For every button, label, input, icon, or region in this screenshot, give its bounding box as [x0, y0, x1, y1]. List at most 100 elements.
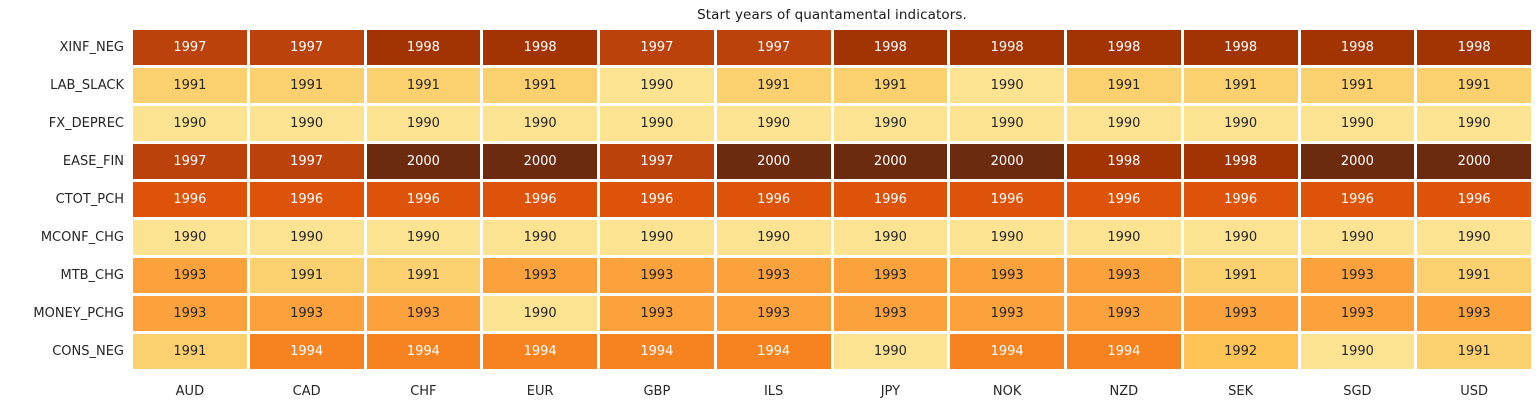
heatmap-cell: 1990 [366, 106, 481, 141]
x-tick-label: SGD [1343, 383, 1372, 399]
heatmap-cell: 1993 [716, 258, 831, 293]
heatmap-cell: 1996 [133, 182, 247, 217]
heatmap-cell: 1991 [483, 68, 597, 103]
heatmap-cell: 1996 [1183, 182, 1298, 217]
heatmap-cell: 1993 [950, 296, 1064, 331]
heatmap-cell: 1996 [716, 182, 831, 217]
heatmap-cell: 1998 [833, 30, 948, 65]
heatmap-cell: 1993 [1067, 296, 1181, 331]
heatmap-cell: 1996 [833, 182, 948, 217]
heatmap-cell: 1990 [483, 220, 597, 255]
heatmap-cell: 1993 [1183, 296, 1298, 331]
heatmap-cell: 1990 [716, 220, 831, 255]
x-tick-label: NZD [1109, 383, 1139, 399]
heatmap-cell: 1996 [950, 182, 1064, 217]
heatmap-cell: 1997 [133, 30, 247, 65]
x-tick-label: EUR [526, 383, 554, 399]
heatmap-cell: 1993 [600, 296, 714, 331]
y-tick-label: FX_DEPREC [48, 116, 124, 131]
x-tick-label: JPY [880, 383, 901, 399]
heatmap-cell: 1993 [1417, 296, 1531, 331]
heatmap-cell: 2000 [366, 144, 481, 179]
heatmap-cell: 1998 [1067, 30, 1181, 65]
heatmap-cell: 2000 [1300, 144, 1415, 179]
x-tick-label: AUD [175, 383, 205, 399]
y-tick-label: MONEY_PCHG [33, 306, 124, 321]
chart-title: Start years of quantamental indicators. [697, 7, 967, 23]
heatmap-cell: 1994 [716, 334, 831, 369]
y-tick-label: CONS_NEG [52, 344, 124, 359]
heatmap-cell: 1993 [133, 258, 247, 293]
heatmap-cell: 1994 [600, 334, 714, 369]
heatmap-cell: 1996 [600, 182, 714, 217]
heatmap-cell: 1997 [249, 30, 364, 65]
y-tick-label: LAB_SLACK [50, 78, 124, 93]
heatmap-cell: 1991 [366, 258, 481, 293]
heatmap-cell: 1996 [1067, 182, 1181, 217]
y-tick-label: MCONF_CHG [40, 230, 124, 245]
heatmap-grid: XINF_NEG 1997 1997 1998 1998 1997 1997 1998 1998… [0, 30, 1531, 369]
y-tick-label: EASE_FIN [62, 154, 124, 169]
heatmap-cell: 1990 [133, 106, 247, 141]
heatmap-cell: 1993 [1300, 296, 1415, 331]
heatmap-cell: 1993 [600, 258, 714, 293]
heatmap-cell: 1990 [950, 106, 1064, 141]
heatmap-cell: 1990 [1417, 106, 1531, 141]
heatmap-cell: 1998 [1183, 30, 1298, 65]
heatmap-cell: 1990 [1067, 220, 1181, 255]
heatmap-cell: 1993 [1300, 258, 1415, 293]
heatmap-cell: 1998 [1300, 30, 1415, 65]
heatmap-cell: 1993 [716, 296, 831, 331]
x-tick-label: CAD [292, 383, 321, 399]
heatmap-cell: 1998 [483, 30, 597, 65]
heatmap-cell: 1990 [249, 106, 364, 141]
heatmap-cell: 2000 [1417, 144, 1531, 179]
heatmap-cell: 1991 [716, 68, 831, 103]
heatmap-cell: 1994 [366, 334, 481, 369]
heatmap-cell: 1996 [366, 182, 481, 217]
heatmap-cell: 1991 [833, 68, 948, 103]
heatmap-cell: 1990 [600, 106, 714, 141]
heatmap-cell: 1991 [1417, 68, 1531, 103]
x-axis: AUD CAD CHF EUR GBP ILS JPY NOK NZD SEK SGD USD [0, 380, 1531, 402]
x-axis-spacer [0, 380, 130, 402]
heatmap-cell: 2000 [950, 144, 1064, 179]
heatmap-cell: 1990 [249, 220, 364, 255]
heatmap-cell: 1990 [1183, 106, 1298, 141]
heatmap-cell: 1990 [1417, 220, 1531, 255]
heatmap-cell: 1990 [1067, 106, 1181, 141]
heatmap-cell: 1990 [483, 106, 597, 141]
heatmap-cell: 1990 [950, 220, 1064, 255]
heatmap-cell: 1994 [249, 334, 364, 369]
heatmap-cell: 1998 [1183, 144, 1298, 179]
heatmap-cell: 1991 [133, 68, 247, 103]
heatmap-cell: 1993 [950, 258, 1064, 293]
heatmap-cell: 1996 [1300, 182, 1415, 217]
heatmap-cell: 1998 [1417, 30, 1531, 65]
heatmap-cell: 1990 [366, 220, 481, 255]
heatmap-cell: 1993 [483, 258, 597, 293]
heatmap-cell: 1992 [1183, 334, 1298, 369]
heatmap-cell: 1996 [1417, 182, 1531, 217]
heatmap-cell: 1997 [133, 144, 247, 179]
heatmap-cell: 1991 [249, 68, 364, 103]
heatmap-cell: 1990 [833, 334, 948, 369]
heatmap-cell: 1994 [1067, 334, 1181, 369]
heatmap-cell: 1991 [1300, 68, 1415, 103]
heatmap-cell: 1990 [600, 68, 714, 103]
heatmap-cell: 2000 [833, 144, 948, 179]
x-tick-label: NOK [992, 383, 1022, 399]
heatmap-cell: 1990 [1183, 220, 1298, 255]
heatmap-cell: 1991 [366, 68, 481, 103]
heatmap-cell: 1991 [1417, 334, 1531, 369]
heatmap-cell: 1996 [483, 182, 597, 217]
heatmap-cell: 1990 [483, 296, 597, 331]
heatmap-cell: 2000 [483, 144, 597, 179]
heatmap-cell: 1990 [1300, 334, 1415, 369]
heatmap-cell: 1997 [600, 30, 714, 65]
heatmap-cell: 1993 [833, 296, 948, 331]
x-tick-label: SEK [1228, 383, 1254, 399]
heatmap-cell: 1990 [716, 106, 831, 141]
heatmap-cell: 1991 [1417, 258, 1531, 293]
